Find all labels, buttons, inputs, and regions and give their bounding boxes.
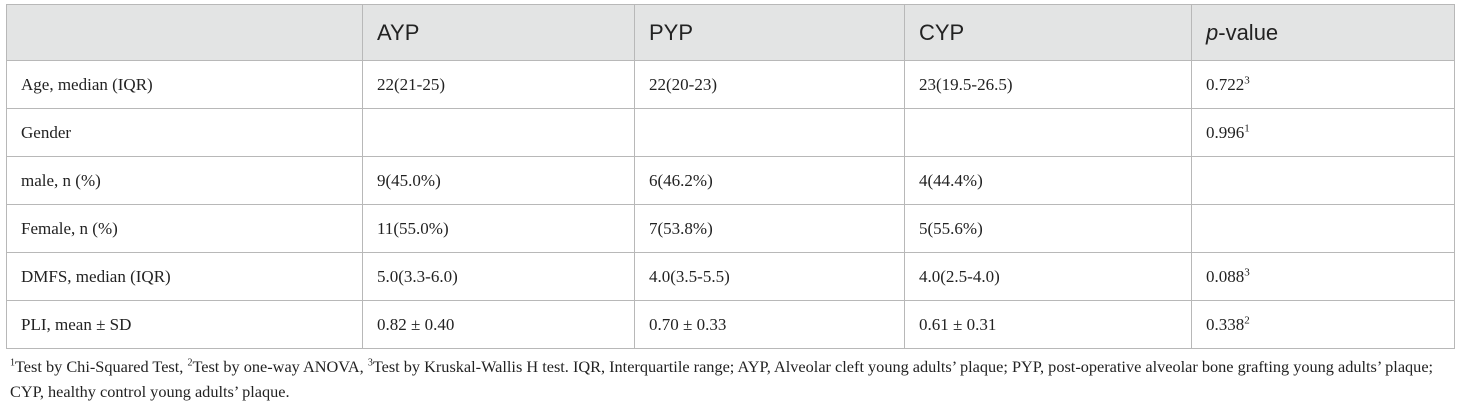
p-footnote-marker: 2 <box>1244 313 1250 326</box>
cell-cyp: 5(55.6%) <box>904 204 1192 253</box>
p-footnote-marker: 3 <box>1244 73 1250 86</box>
row-label: Gender <box>6 108 363 157</box>
p-value: 0.996 <box>1206 122 1245 142</box>
footnote-text-1: Test by Chi-Squared Test, <box>15 357 188 376</box>
table-row: male, n (%) 9(45.0%) 6(46.2%) 4(44.4%) <box>6 156 1455 205</box>
cell-cyp: 23(19.5-26.5) <box>904 60 1192 109</box>
p-footnote-marker: 1 <box>1244 121 1250 134</box>
row-label: male, n (%) <box>6 156 363 205</box>
header-p-value: p-value <box>1191 4 1455 61</box>
cell-cyp <box>904 108 1192 157</box>
footnote-marker-2: 2 <box>187 357 193 369</box>
cell-ayp: 11(55.0%) <box>362 204 635 253</box>
table-row: Female, n (%) 11(55.0%) 7(53.8%) 5(55.6%… <box>6 204 1455 253</box>
p-value: 0.722 <box>1206 74 1245 94</box>
table-body: Age, median (IQR) 22(21-25) 22(20-23) 23… <box>6 60 1455 349</box>
cell-ayp: 22(21-25) <box>362 60 635 109</box>
table-row: Age, median (IQR) 22(21-25) 22(20-23) 23… <box>6 60 1455 109</box>
cell-p-value <box>1191 204 1455 253</box>
p-value: 0.088 <box>1206 266 1245 286</box>
cell-ayp: 5.0(3.3-6.0) <box>362 252 635 301</box>
header-pyp: PYP <box>634 4 905 61</box>
header-row: AYP PYP CYP p-value <box>6 4 1455 61</box>
cell-pyp <box>634 108 905 157</box>
cell-pyp: 7(53.8%) <box>634 204 905 253</box>
cell-p-value: 0.9961 <box>1191 108 1455 157</box>
cell-pyp: 4.0(3.5-5.5) <box>634 252 905 301</box>
table-row: PLI, mean ± SD 0.82 ± 0.40 0.70 ± 0.33 0… <box>6 300 1455 349</box>
header-blank <box>6 4 363 61</box>
table-header: AYP PYP CYP p-value <box>6 4 1455 61</box>
p-footnote-marker: 3 <box>1244 265 1250 278</box>
row-label: Female, n (%) <box>6 204 363 253</box>
cell-p-value <box>1191 156 1455 205</box>
demographics-table: AYP PYP CYP p-value Age, median (IQR) 22… <box>6 4 1455 349</box>
row-label: Age, median (IQR) <box>6 60 363 109</box>
table-row: Gender 0.9961 <box>6 108 1455 157</box>
header-p-italic: p <box>1206 19 1219 45</box>
header-p-rest: -value <box>1218 19 1279 45</box>
header-cyp: CYP <box>904 4 1192 61</box>
cell-ayp: 0.82 ± 0.40 <box>362 300 635 349</box>
cell-cyp: 0.61 ± 0.31 <box>904 300 1192 349</box>
cell-p-value: 0.3382 <box>1191 300 1455 349</box>
cell-p-value: 0.7223 <box>1191 60 1455 109</box>
footnote-text-2: Test by one-way ANOVA, <box>192 357 368 376</box>
row-label: PLI, mean ± SD <box>6 300 363 349</box>
row-label: DMFS, median (IQR) <box>6 252 363 301</box>
cell-pyp: 22(20-23) <box>634 60 905 109</box>
cell-pyp: 0.70 ± 0.33 <box>634 300 905 349</box>
cell-ayp: 9(45.0%) <box>362 156 635 205</box>
cell-ayp <box>362 108 635 157</box>
cell-p-value: 0.0883 <box>1191 252 1455 301</box>
table-footnote: 1Test by Chi-Squared Test, 2Test by one-… <box>6 354 1454 404</box>
table-container: AYP PYP CYP p-value Age, median (IQR) 22… <box>6 4 1455 404</box>
cell-cyp: 4(44.4%) <box>904 156 1192 205</box>
header-ayp: AYP <box>362 4 635 61</box>
footnote-marker-1: 1 <box>10 357 15 369</box>
cell-pyp: 6(46.2%) <box>634 156 905 205</box>
cell-cyp: 4.0(2.5-4.0) <box>904 252 1192 301</box>
p-value: 0.338 <box>1206 314 1245 334</box>
footnote-marker-3: 3 <box>367 357 373 369</box>
footnote-text-3: Test by Kruskal-Wallis H test. IQR, Inte… <box>10 357 1434 401</box>
table-row: DMFS, median (IQR) 5.0(3.3-6.0) 4.0(3.5-… <box>6 252 1455 301</box>
